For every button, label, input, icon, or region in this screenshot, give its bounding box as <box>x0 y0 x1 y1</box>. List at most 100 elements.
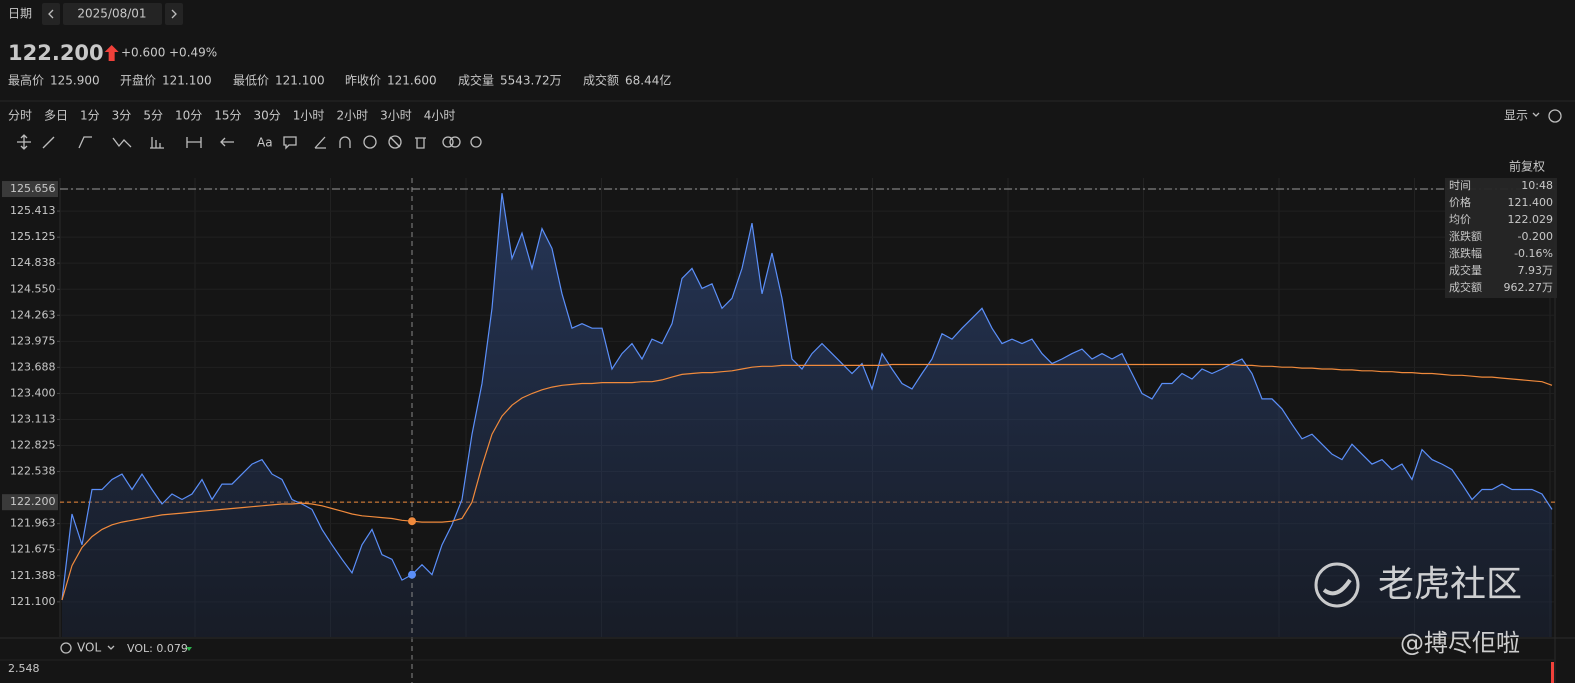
next-date-button[interactable] <box>165 3 183 25</box>
price-area <box>62 193 1552 637</box>
period-tab[interactable]: 1小时 <box>293 109 325 123</box>
magnet-tool[interactable] <box>339 136 351 148</box>
font-tool[interactable]: Aa <box>257 136 273 150</box>
period-tabs: 分时 多日 1分 3分 5分 10分 15分 30分 1小时 2小时 3小时 4小时 <box>8 109 455 123</box>
stat-value: 121.600 <box>387 74 437 88</box>
stat-label: 最低价 <box>233 74 269 88</box>
period-tab[interactable]: 1分 <box>80 109 100 123</box>
stats: 最高价 125.900 开盘价 121.100 最低价 121.100 昨收价 121.600… <box>8 73 671 88</box>
angle-tool[interactable] <box>314 136 326 149</box>
up-arrow-icon <box>104 45 119 61</box>
tooltip-label: 涨跌幅 <box>1449 246 1482 260</box>
y-tick-label: 122.825 <box>10 439 56 452</box>
move-tool[interactable] <box>17 134 31 150</box>
note-tool[interactable] <box>283 136 297 150</box>
stat-value: 121.100 <box>162 74 212 88</box>
vol-label: VOL <box>77 641 101 655</box>
y-tick-label: 122.538 <box>10 465 56 478</box>
stat-label: 成交额 <box>583 73 619 88</box>
tooltip-value: -0.200 <box>1518 230 1553 243</box>
period-tab[interactable]: 30分 <box>254 109 281 123</box>
tick-highlight <box>2 494 58 511</box>
next-icon <box>171 9 177 19</box>
period-tab[interactable]: 5分 <box>143 109 163 123</box>
fib-tool[interactable] <box>150 137 164 149</box>
date-box[interactable] <box>63 3 162 25</box>
y-tick-label: 121.963 <box>10 517 56 530</box>
hover-dot <box>408 517 416 526</box>
period-tab[interactable]: 多日 <box>44 109 68 123</box>
stat-label: 开盘价 <box>120 73 156 88</box>
watermark-logo <box>1314 562 1360 608</box>
display-label[interactable]: 显示 <box>1504 109 1528 123</box>
tooltip-label: 时间 <box>1449 179 1471 192</box>
wave-tool[interactable] <box>112 137 132 148</box>
y-tick-label: 125.413 <box>10 204 56 217</box>
stat-value: 121.100 <box>275 74 325 88</box>
tooltip: 时间 10:48 价格 121.400 均价 122.029 涨跌额 -0.200 涨跌幅 -0.… <box>1445 178 1557 298</box>
tooltip-label: 涨跌额 <box>1449 229 1482 243</box>
compare-tool-2 <box>449 136 461 148</box>
period-tab[interactable]: 15分 <box>214 109 241 123</box>
vol-bar <box>1551 662 1554 683</box>
y-tick-label: 124.550 <box>10 282 56 295</box>
y-tick-label: 123.688 <box>10 360 56 373</box>
arrow-tool[interactable] <box>220 137 234 147</box>
close-vol-icon[interactable] <box>60 642 72 654</box>
price-chart: 125.656 125.413 125.125 124.838 124.550 124.2… <box>2 178 1556 683</box>
period-tab[interactable]: 3小时 <box>380 109 412 123</box>
y-tick-label: 124.838 <box>10 256 56 269</box>
channel-tool[interactable] <box>78 136 92 149</box>
delete-tool[interactable] <box>415 137 426 149</box>
y-tick-label: 121.675 <box>10 543 56 556</box>
y-tick-label: 125.656 <box>10 182 56 195</box>
tooltip-value: 10:48 <box>1521 179 1553 192</box>
vol-value: VOL: 0.079 <box>127 642 188 655</box>
tooltip-box <box>1445 178 1557 298</box>
series-line <box>61 193 1553 601</box>
tooltip-label: 成交量 <box>1449 263 1482 277</box>
period-tab[interactable]: 2小时 <box>336 109 368 123</box>
period-tab[interactable]: 分时 <box>8 109 32 123</box>
period-tab[interactable]: 10分 <box>175 109 202 123</box>
tooltip-label: 成交额 <box>1449 280 1482 294</box>
display-caret <box>1532 112 1540 117</box>
watermark: 老虎社区 @搏尽佢啦 <box>1314 562 1522 657</box>
y-tick-label: 123.975 <box>10 334 56 347</box>
measure-tool[interactable] <box>186 137 202 148</box>
tooltip-label: 价格 <box>1449 195 1471 209</box>
tooltip-label: 均价 <box>1449 213 1471 226</box>
period-tab[interactable]: 3分 <box>112 109 132 123</box>
stat-label: 昨收价 <box>345 74 381 88</box>
hide-slash <box>389 136 401 148</box>
stat-label: 成交量 <box>458 73 494 88</box>
price: 122.200 <box>8 41 104 65</box>
watermark-brand: 老虎社区 <box>1378 564 1522 605</box>
stat-label: 最高价 <box>8 73 44 88</box>
adjust-label[interactable]: 前复权 <box>1509 159 1545 174</box>
toolbar-settings[interactable] <box>470 136 482 148</box>
line-tool[interactable] <box>42 136 55 149</box>
tick-highlight <box>2 181 58 198</box>
change: +0.600 <box>121 46 165 60</box>
hover-dot <box>408 570 416 579</box>
tooltip-value: 7.93万 <box>1518 264 1554 277</box>
y-tick-label: 125.125 <box>10 230 56 243</box>
prev-date-button[interactable] <box>42 3 60 25</box>
date-label: 日期 <box>8 7 32 21</box>
hide-tool[interactable] <box>388 135 402 149</box>
y-tick-label: 123.113 <box>10 412 56 425</box>
compare-tool[interactable] <box>442 136 454 148</box>
tooltip-value: 122.029 <box>1508 213 1554 226</box>
lock-tool[interactable] <box>363 135 377 149</box>
stat-value: 68.44亿 <box>625 73 671 88</box>
tooltip-value: 121.400 <box>1508 196 1554 209</box>
date: 2025/08/01 <box>77 7 146 21</box>
vol-trend-icon <box>186 647 192 651</box>
tooltip-value: 962.27万 <box>1504 281 1554 294</box>
stat-value: 5543.72万 <box>500 74 562 88</box>
change-percent: +0.49% <box>169 46 217 60</box>
period-tab[interactable]: 4小时 <box>424 109 456 123</box>
settings-icon[interactable] <box>1548 109 1562 123</box>
